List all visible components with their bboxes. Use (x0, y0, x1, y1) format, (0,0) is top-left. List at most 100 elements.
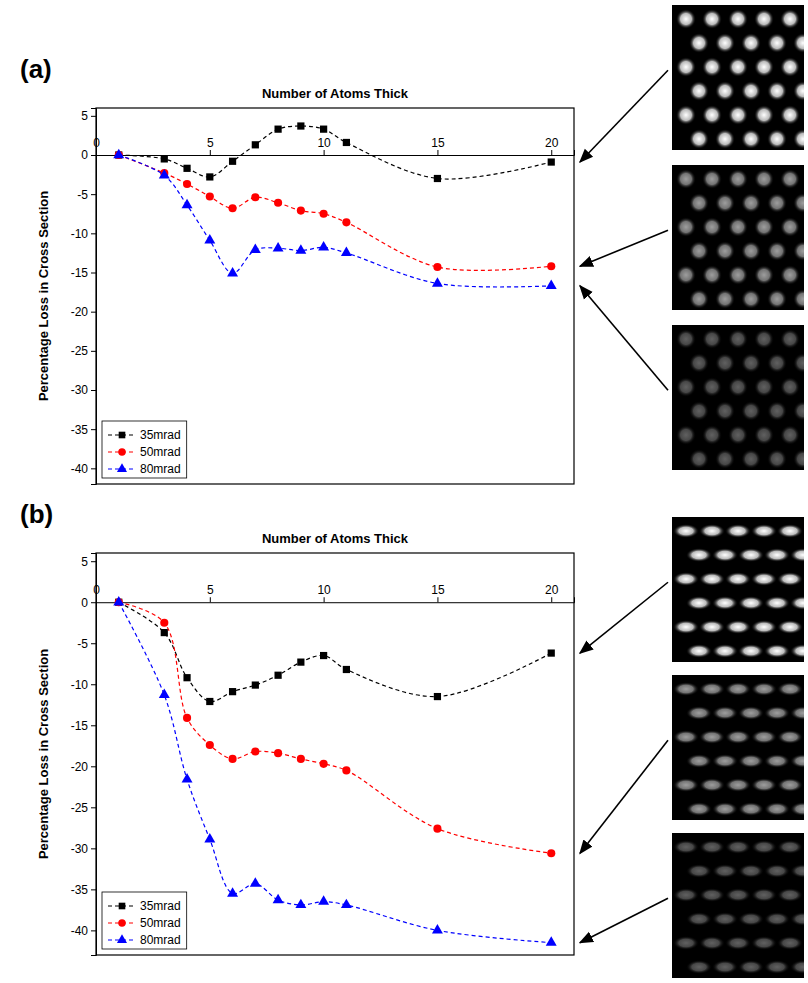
atom-column (728, 169, 748, 189)
series-marker (548, 649, 555, 656)
atom-column (790, 864, 804, 878)
y-tick: -35 (71, 423, 96, 437)
y-tick-label: -25 (71, 801, 89, 815)
x-tick-label: 0 (93, 583, 100, 597)
y-tick-label: -15 (71, 719, 89, 733)
y-tick-mark (91, 930, 96, 931)
series-marker (274, 126, 281, 133)
series-marker (320, 126, 327, 133)
series-marker (161, 155, 168, 162)
atom-column (738, 960, 764, 974)
atom-column (764, 864, 790, 878)
x-axis-line (97, 597, 575, 603)
y-tick: 0 (81, 596, 96, 610)
atom-column (767, 81, 787, 101)
legend-label: 80mrad (140, 462, 181, 476)
atom-column (725, 524, 751, 538)
atom-column (780, 57, 800, 77)
atom-column (699, 936, 725, 950)
y-tick: 0 (81, 148, 96, 162)
atom-column (689, 81, 709, 101)
y-tick: -20 (71, 760, 96, 774)
image-ground (672, 165, 804, 310)
atom-column (738, 864, 764, 878)
series-line (119, 126, 551, 179)
legend-box (102, 421, 187, 478)
x-tick-label: 20 (545, 136, 559, 150)
atom-column (715, 401, 735, 421)
atom-column (702, 425, 722, 445)
series-marker (295, 244, 306, 253)
atom-column (790, 754, 804, 768)
atom-column (764, 644, 790, 658)
y-tick-mark (91, 312, 96, 313)
atom-column (673, 936, 699, 950)
atom-column (728, 265, 748, 285)
atom-column (767, 33, 787, 53)
atom-column (751, 778, 777, 792)
x-axis: 05101520 (93, 583, 574, 603)
pointer-arrow (580, 740, 668, 853)
sim-image (672, 517, 804, 662)
atom-column (712, 596, 738, 610)
atom-column (751, 888, 777, 902)
legend-swatch-marker (118, 448, 125, 455)
atom-column (715, 241, 735, 261)
series-marker (113, 149, 124, 158)
atom-column (673, 682, 699, 696)
atom-column (728, 9, 748, 29)
image-ground (672, 675, 804, 820)
series-marker (434, 693, 441, 700)
atom-column (715, 193, 735, 213)
x-tick-mark (210, 597, 211, 602)
y-tick-label: -35 (71, 423, 89, 437)
y-tick-mark (91, 390, 96, 391)
pointer-arrow (580, 230, 668, 266)
x-tick: 20 (545, 136, 559, 155)
atom-column (777, 620, 803, 634)
series-marker (273, 894, 284, 903)
x-tick-label: 15 (431, 583, 445, 597)
atom-column (751, 682, 777, 696)
pointer-arrow (580, 286, 668, 390)
series-marker (159, 689, 170, 698)
y-tick: -15 (71, 266, 96, 280)
y-tick: -25 (71, 344, 96, 358)
series-marker (274, 199, 282, 207)
series-marker (295, 899, 306, 908)
atom-column (686, 864, 712, 878)
atom-column (676, 57, 696, 77)
atom-column (702, 217, 722, 237)
x-tick: 0 (93, 583, 100, 602)
x-tick-mark (437, 150, 438, 155)
atom-column (712, 802, 738, 816)
series-marker (252, 141, 259, 148)
series-marker (182, 199, 193, 208)
series-marker (547, 849, 555, 857)
y-tick: -40 (71, 924, 96, 938)
atom-column (725, 840, 751, 854)
atom-column (725, 936, 751, 950)
atom-column (738, 754, 764, 768)
x-tick-mark (324, 150, 325, 155)
atom-column (699, 778, 725, 792)
x-tick-label: 5 (207, 136, 214, 150)
atom-column (780, 425, 800, 445)
atom-column (686, 802, 712, 816)
atom-column (702, 377, 722, 397)
y-axis: 50-5-10-15-20-25-30-35-40 (71, 554, 97, 956)
atom-column (793, 449, 804, 469)
x-tick: 15 (431, 136, 445, 155)
atom-column (702, 57, 722, 77)
x-axis-title: Number of Atoms Thick (262, 86, 409, 101)
atom-column (780, 9, 800, 29)
series-marker (204, 833, 215, 842)
atom-column (780, 377, 800, 397)
y-tick-label: -15 (71, 266, 89, 280)
image-ground (672, 833, 804, 978)
atom-column (790, 596, 804, 610)
x-tick-label: 15 (431, 136, 445, 150)
y-tick: 5 (81, 555, 96, 569)
atom-column (793, 241, 804, 261)
atom-column (767, 129, 787, 149)
